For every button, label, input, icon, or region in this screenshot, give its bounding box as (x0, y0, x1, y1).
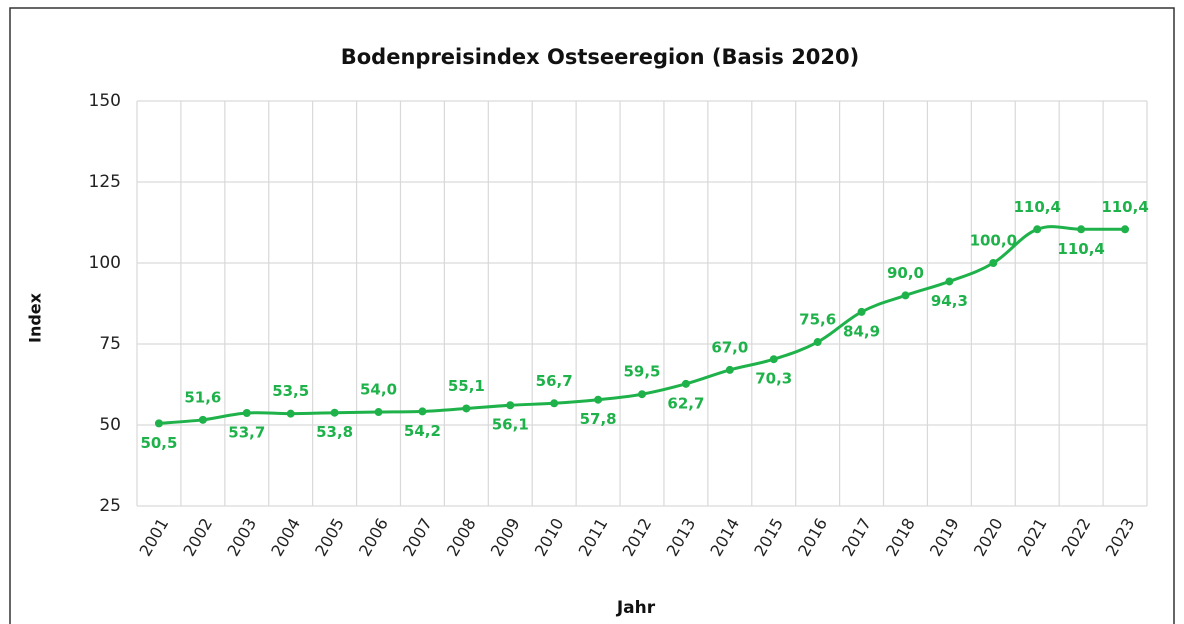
data-label: 62,7 (667, 394, 704, 412)
data-point (462, 404, 471, 413)
data-label: 53,5 (272, 382, 309, 400)
data-point (594, 395, 603, 404)
data-label: 94,3 (931, 292, 968, 310)
data-label: 100,0 (970, 232, 1017, 250)
chart-frame (9, 7, 1175, 624)
data-point (769, 355, 778, 364)
data-point (813, 338, 822, 347)
data-label: 84,9 (843, 322, 880, 340)
data-label: 57,8 (580, 410, 617, 428)
data-point (286, 409, 295, 418)
data-point (330, 408, 339, 417)
y-tick-label: 150 (89, 91, 121, 111)
data-point (198, 415, 207, 424)
data-point (945, 277, 954, 286)
y-axis-label: Index (26, 292, 45, 343)
data-point (506, 401, 515, 410)
data-label: 56,7 (536, 372, 573, 390)
data-point (550, 399, 559, 408)
data-point (725, 365, 734, 374)
data-point (638, 390, 646, 399)
data-point (1033, 225, 1042, 234)
data-label: 110,4 (1057, 240, 1104, 258)
data-label: 67,0 (711, 338, 748, 356)
y-tick-label: 75 (99, 334, 121, 354)
data-label: 90,0 (887, 264, 924, 282)
data-label: 75,6 (799, 311, 836, 329)
data-label: 55,1 (448, 377, 485, 395)
data-label: 110,4 (1101, 198, 1148, 216)
data-point (242, 409, 251, 418)
y-tick-label: 25 (99, 496, 121, 516)
data-label: 110,4 (1013, 198, 1060, 216)
y-tick-label: 100 (89, 253, 121, 273)
x-axis-label: Jahr (616, 598, 656, 618)
data-point (418, 407, 427, 416)
data-label: 54,0 (360, 381, 397, 399)
data-point (374, 408, 383, 417)
y-tick-label: 50 (99, 415, 121, 435)
y-tick-label: 125 (89, 172, 121, 192)
data-label: 54,2 (404, 422, 441, 440)
data-point (901, 291, 910, 300)
chart-title: Bodenpreisindex Ostseeregion (Basis 2020… (341, 45, 860, 69)
data-point (857, 307, 866, 316)
data-point (154, 419, 163, 428)
data-point (989, 259, 998, 267)
data-label: 59,5 (623, 363, 660, 381)
data-label: 50,5 (140, 434, 177, 452)
data-point (1077, 225, 1086, 234)
data-point (1121, 225, 1130, 234)
data-label: 53,8 (316, 423, 353, 441)
data-label: 51,6 (184, 388, 221, 406)
data-label: 70,3 (755, 370, 792, 388)
data-label: 56,1 (492, 416, 529, 434)
data-point (681, 379, 690, 388)
data-label: 53,7 (228, 424, 265, 442)
